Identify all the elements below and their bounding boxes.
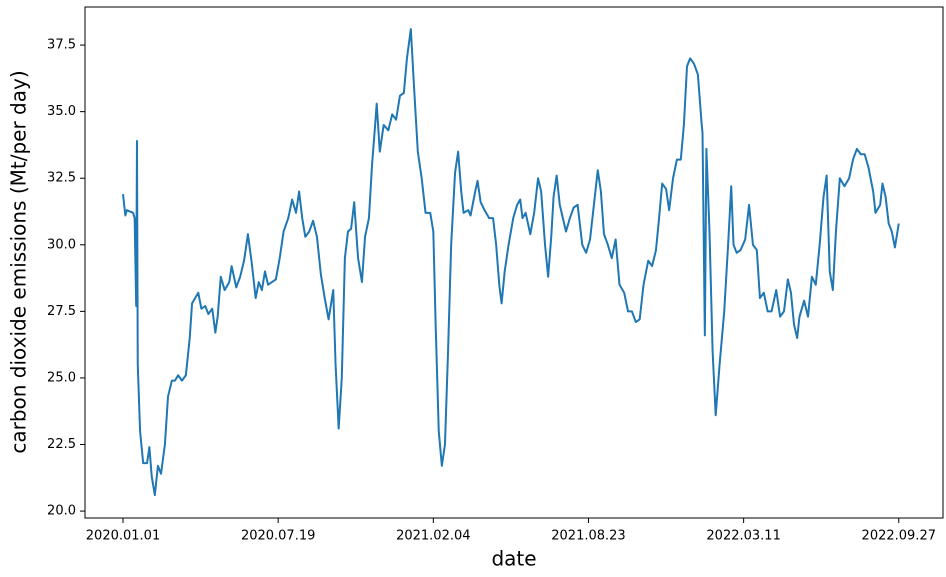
x-tick-label: 2022.03.11: [706, 529, 780, 544]
data-line: [122, 28, 900, 497]
y-tick-label: 25.0: [47, 370, 76, 385]
y-tick-label: 35.0: [47, 104, 76, 119]
x-tick-label: 2021.08.23: [551, 529, 625, 544]
y-tick-label: 27.5: [47, 304, 76, 319]
y-tick-label: 30.0: [47, 237, 76, 252]
y-tick-label: 37.5: [47, 38, 76, 53]
x-axis-title: date: [491, 547, 536, 571]
x-tick-label: 2020.01.01: [86, 529, 160, 544]
plot-frame: [84, 6, 944, 519]
y-tick-label: 32.5: [47, 171, 76, 186]
x-tick-label: 2021.02.04: [396, 529, 470, 544]
y-tick-label: 20.0: [47, 504, 76, 519]
y-tick-label: 22.5: [47, 437, 76, 452]
x-tick-label: 2022.09.27: [862, 529, 936, 544]
x-tick-label: 2020.07.19: [241, 529, 315, 544]
y-axis-title: carbon dioxide emissions (Mt/per day): [7, 70, 31, 453]
